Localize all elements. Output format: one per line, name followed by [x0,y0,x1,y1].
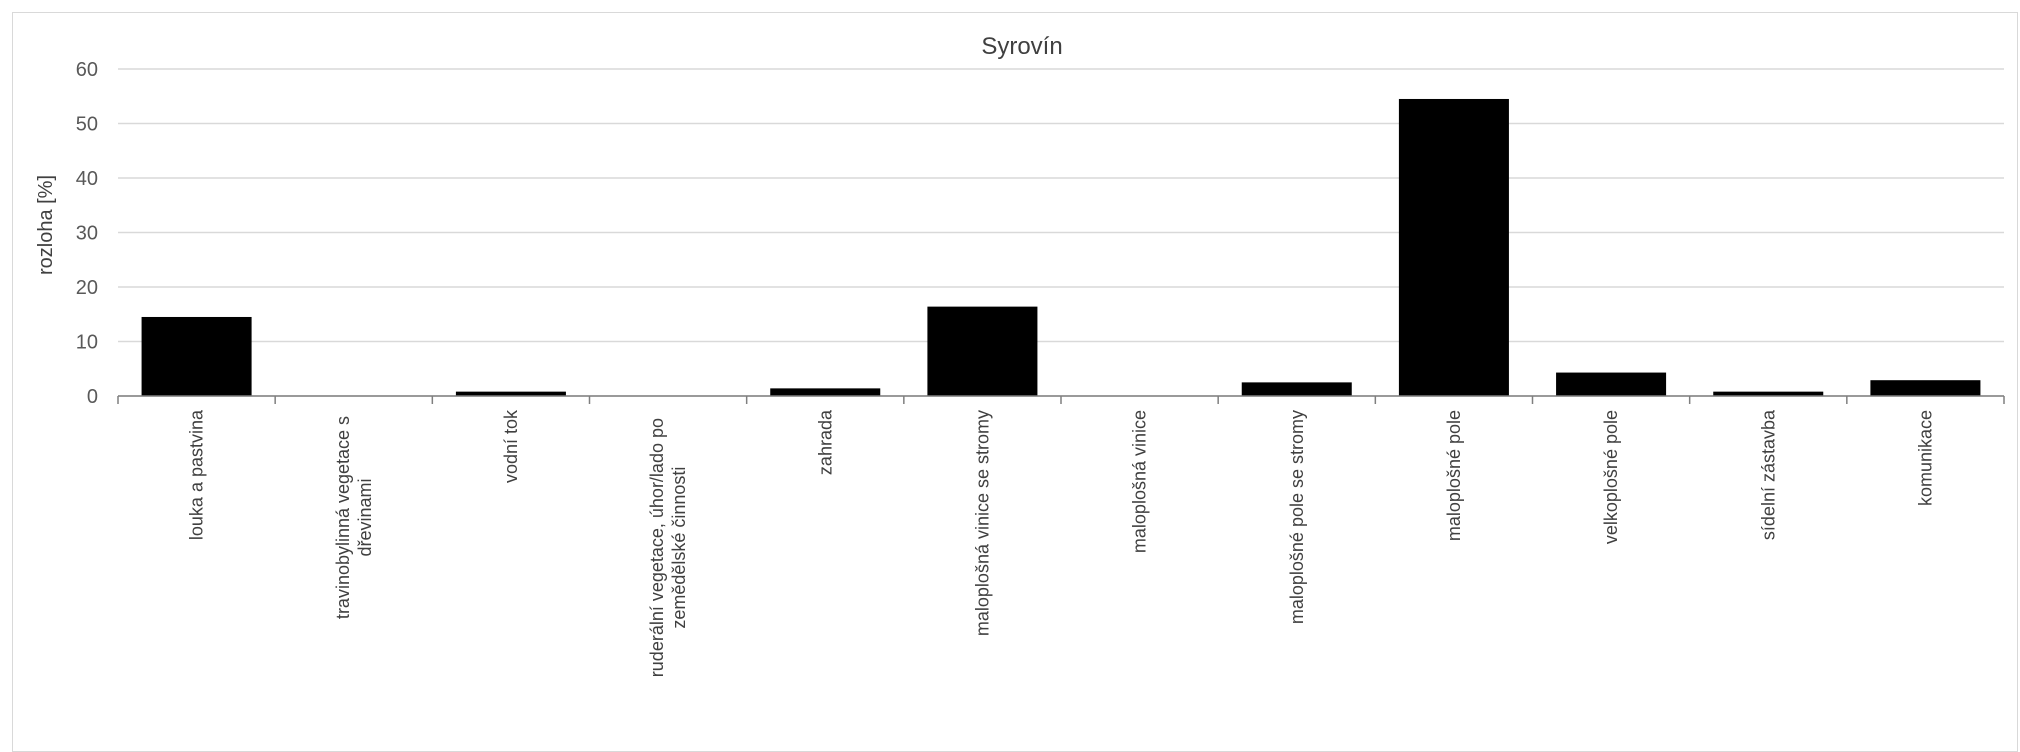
y-tick-label: 20 [76,277,98,299]
category-label: travinobylinná vegetace s dřevinami [333,416,375,619]
bar [770,388,881,396]
category-label: maloplošná vinice [1130,410,1150,553]
chart-title: Syrovín [981,33,1062,60]
bar [141,316,252,396]
y-tick-label: 60 [76,59,98,81]
bar [1241,382,1352,396]
y-tick-label: 10 [76,332,98,354]
category-label: vodní tok [501,409,521,483]
bar [927,306,1038,396]
category-label: velkoplošné pole [1601,410,1621,544]
category-label: maloplošné pole se stromy [1287,410,1307,624]
category-label: maloplošná vinice se stromy [972,410,992,636]
x-axis [117,395,2005,404]
gridlines [118,68,2004,397]
category-labels: louka a pastvina travinobylinná vegetace … [187,409,1936,677]
category-label: louka a pastvina [187,409,207,540]
bar [1556,372,1667,396]
y-tick-labels: 0 10 20 30 40 50 60 [76,59,98,408]
y-tick-label: 40 [76,168,98,190]
category-label: maloplošné pole [1444,410,1464,541]
y-tick-label: 30 [76,223,98,245]
bar [1713,391,1824,396]
bar [1398,98,1509,396]
category-label: ruderální vegetace, úhor/lado po zeměděls… [647,418,689,677]
bar [455,391,566,396]
category-label: sídelní zástavba [1758,409,1778,540]
category-label: zahrada [815,409,835,475]
bar [1870,380,1981,396]
y-tick-label: 50 [76,114,98,136]
bar-chart: Syrovín 0 10 20 30 40 50 60 louka a pastvina tr… [35,33,2005,677]
y-axis-label: rozloha [%] [35,175,57,275]
y-tick-label: 0 [87,386,98,408]
category-label: komunikace [1915,410,1935,506]
bars [141,98,1981,396]
